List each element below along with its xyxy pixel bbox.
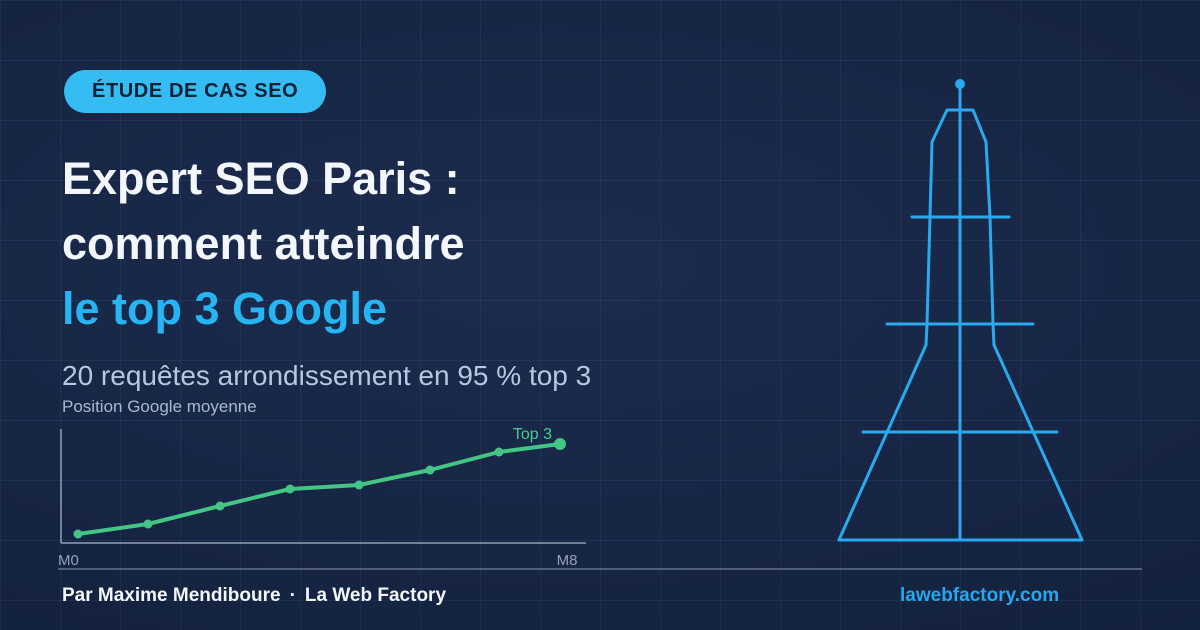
- chart-points: [73, 438, 566, 539]
- footer-author: Par Maxime Mendiboure: [62, 585, 281, 606]
- footer-brand: La Web Factory: [304, 585, 447, 606]
- tower-spire-dot-icon: [955, 79, 965, 89]
- chart-line: [76, 442, 562, 536]
- eiffel-tower-illustration: [837, 79, 1084, 542]
- footer-byline: Par Maxime Mendiboure · La Web Factory: [62, 585, 446, 607]
- chart-point: [425, 465, 435, 475]
- chart-title: Position Google moyenne: [62, 397, 257, 416]
- chart-point: [215, 501, 225, 511]
- footer-separator: ·: [289, 585, 296, 606]
- title-line-3-accent: le top 3 Google: [62, 283, 388, 334]
- footer-website-url: lawebfactory.com: [900, 585, 1060, 606]
- chart-point: [554, 438, 566, 450]
- title-line-1: Expert SEO Paris :: [62, 153, 460, 204]
- chart-point: [285, 484, 295, 494]
- page-title: Expert SEO Paris : comment atteindre le …: [62, 146, 465, 341]
- x-tick-m8: M8: [557, 552, 578, 569]
- chart-point: [354, 480, 364, 490]
- chart-svg: Top 3 M0 M8: [58, 426, 586, 569]
- chart-point: [494, 447, 504, 457]
- subtitle: 20 requêtes arrondissement en 95 % top 3: [62, 360, 592, 391]
- x-tick-m0: M0: [58, 552, 79, 569]
- category-badge: ÉTUDE DE CAS SEO: [64, 70, 327, 113]
- chart-annotation-top3: Top 3: [513, 426, 552, 443]
- title-line-2: comment atteindre: [62, 218, 465, 269]
- chart-point: [143, 519, 153, 529]
- footer-divider: [58, 568, 1142, 570]
- chart-point: [73, 529, 83, 539]
